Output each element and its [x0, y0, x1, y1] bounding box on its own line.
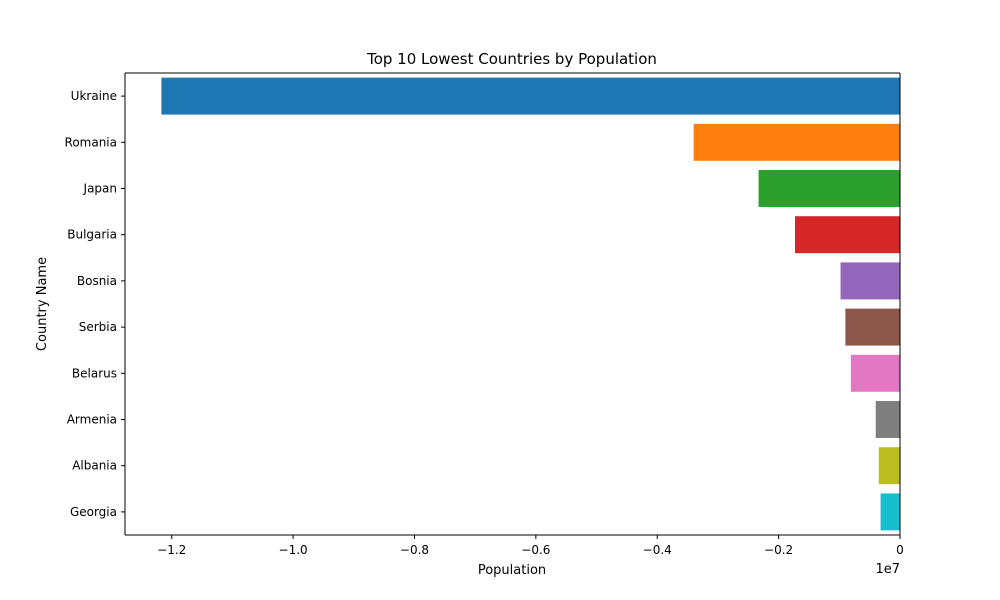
- bars-group: [161, 77, 901, 531]
- x-tick-label: −1.0: [279, 543, 308, 557]
- x-axis-offset-label: 1e7: [875, 562, 900, 577]
- bar-japan: [758, 170, 900, 207]
- x-tick-label: 0: [896, 543, 904, 557]
- bar-albania: [878, 447, 900, 485]
- y-tick-label: Japan: [83, 182, 117, 196]
- x-tick-label: −0.2: [764, 543, 793, 557]
- y-tick-label: Bosnia: [77, 274, 117, 288]
- y-tick-label: Bulgaria: [67, 228, 117, 242]
- y-tick-label: Ukraine: [71, 89, 117, 103]
- bar-bosnia: [840, 262, 900, 300]
- bar-armenia: [875, 401, 900, 438]
- x-tick-label: −0.6: [521, 543, 550, 557]
- bar-belarus: [850, 354, 900, 392]
- bar-ukraine: [161, 77, 901, 115]
- y-tick-label: Georgia: [70, 505, 117, 519]
- bar-georgia: [880, 493, 900, 531]
- x-axis-ticks: −1.2 −1.0 −0.8 −0.6 −0.4 −0.2 0: [157, 535, 904, 557]
- y-axis-label: Country Name: [35, 257, 50, 351]
- y-tick-label: Armenia: [67, 413, 117, 427]
- y-tick-label: Serbia: [79, 320, 117, 334]
- bar-romania: [693, 123, 900, 161]
- y-tick-label: Belarus: [72, 366, 117, 380]
- x-axis-label: Population: [478, 563, 546, 578]
- bar-serbia: [845, 308, 900, 346]
- x-tick-label: −1.2: [157, 543, 186, 557]
- x-tick-label: −0.4: [643, 543, 672, 557]
- chart-title: Top 10 Lowest Countries by Population: [366, 50, 657, 68]
- y-tick-label: Romania: [65, 135, 117, 149]
- bar-bulgaria: [795, 216, 900, 254]
- y-tick-label: Albania: [72, 459, 117, 473]
- x-tick-label: −0.8: [400, 543, 429, 557]
- y-axis-ticks: Ukraine Romania Japan Bulgaria Bosnia Serbia B…: [65, 89, 125, 519]
